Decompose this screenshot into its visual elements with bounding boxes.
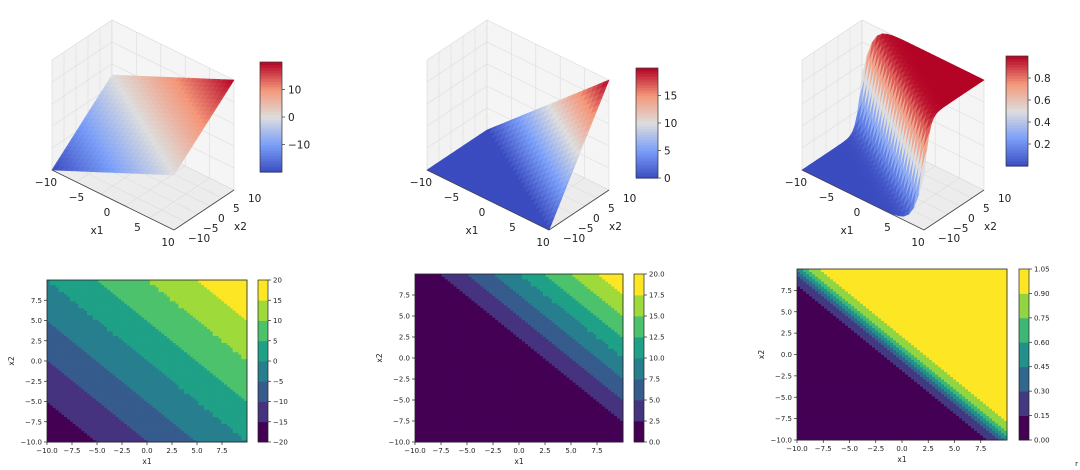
contour-cell <box>55 280 59 283</box>
contour-plot-1: −10.0 −7.5 −5.0 −2.5 0.0 2.5 5.0 7.5−10.0−7.5−5… <box>7 277 288 467</box>
x1-tick-label: −10 <box>35 177 57 189</box>
x1-tick-label: 10 <box>536 237 549 249</box>
x2-tick-label: 10 <box>998 193 1011 205</box>
x1-tick-label: 0 <box>479 207 486 219</box>
contour-cell <box>84 280 88 283</box>
colorbar-segment <box>260 62 282 66</box>
x1-tick-label: 5 <box>884 222 891 234</box>
contour-cell <box>112 280 117 283</box>
colorbar-segment <box>636 68 658 72</box>
gridline <box>51 63 113 105</box>
contour-cell <box>95 280 99 283</box>
x1-tick-label: 0 <box>104 207 111 219</box>
contour-cell <box>104 280 108 283</box>
contour-cell <box>164 280 168 283</box>
x2-tick-label: −5 <box>953 223 968 235</box>
contour-cell <box>132 280 137 283</box>
contour-cell <box>118 280 122 283</box>
x2-tick-label: 10 <box>623 193 636 205</box>
contour-cell <box>152 280 157 283</box>
colorbar-tick-label: 0 <box>288 112 295 124</box>
x2-tick-label: −5 <box>578 223 593 235</box>
contour-cell <box>52 280 57 283</box>
contour-cell <box>87 280 91 283</box>
x1-tick-label: −10 <box>410 177 432 189</box>
x2-tick-label: 0 <box>593 213 600 225</box>
x2-tick-label: 5 <box>608 203 615 215</box>
x2-tick-label: 10 <box>248 193 261 205</box>
colorbar-tick-label: 0.8 <box>1034 73 1051 85</box>
contour-cell <box>115 280 119 283</box>
colorbar-tick-label: 10 <box>664 118 677 130</box>
x1-tick-label: 5 <box>134 222 141 234</box>
gridline <box>149 177 210 219</box>
colorbar-tick-label: 0.6 <box>1034 95 1051 107</box>
contour-cell <box>75 280 79 283</box>
x2-tick-label: 0 <box>218 213 225 225</box>
colorbar: 0 5 10 15 <box>635 67 677 185</box>
x1-tick-label: 10 <box>161 237 174 249</box>
colorbar: 0.2 0.4 0.6 0.8 <box>1005 55 1051 167</box>
contour-cell <box>78 280 82 283</box>
x2-axis-label: x2 <box>609 221 622 233</box>
x2-tick-label: 5 <box>233 203 240 215</box>
contour-cell <box>47 280 51 283</box>
contour-cell <box>144 280 148 283</box>
contour-cell <box>98 280 102 283</box>
colorbar-tick-label: 0.4 <box>1034 117 1051 129</box>
contour-cell <box>135 280 139 283</box>
contour-cell <box>64 280 68 283</box>
x1-axis-label: x1 <box>841 225 854 237</box>
x1-tick-label: 10 <box>911 237 924 249</box>
contour-cell <box>127 280 131 283</box>
contour-cell <box>158 280 162 283</box>
x2-tick-label: 0 <box>968 213 975 225</box>
gridline <box>63 161 187 223</box>
contour-cell <box>155 280 159 283</box>
x2-tick-label: 5 <box>983 203 990 215</box>
colorbar-tick-label: −10 <box>288 140 310 152</box>
colorbar-segment <box>1006 56 1028 60</box>
contour-cell <box>147 280 151 283</box>
gridline <box>51 41 113 83</box>
x1-tick-label: 5 <box>509 222 516 234</box>
colorbar-tick-label: 15 <box>664 91 677 103</box>
contour-cell <box>92 280 97 283</box>
x1-axis-label: x1 <box>91 225 104 237</box>
contour-cell <box>72 280 77 283</box>
contour-cell <box>67 280 71 283</box>
colorbar-tick-label: 0 <box>664 173 671 185</box>
x2-axis-label: x2 <box>234 221 247 233</box>
colorbar-tick-label: 0.2 <box>1034 139 1051 151</box>
colorbar-tick-label: 5 <box>664 146 671 158</box>
colorbar-tick-label: 10 <box>288 85 301 97</box>
colorbar: −10 0 10 <box>259 61 310 173</box>
x1-tick-label: 0 <box>854 207 861 219</box>
x1-tick-label: −5 <box>69 192 84 204</box>
x2-tick-label: −5 <box>203 223 218 235</box>
x1-tick-label: −5 <box>819 192 834 204</box>
x1-tick-label: −10 <box>785 177 807 189</box>
contour-cell <box>58 280 62 283</box>
x1-axis-label: x1 <box>466 225 479 237</box>
x2-axis-label: x2 <box>984 221 997 233</box>
contour-cell <box>124 280 128 283</box>
contour-cell <box>138 280 142 283</box>
contour-cell <box>107 280 111 283</box>
x1-tick-label: −5 <box>444 192 459 204</box>
